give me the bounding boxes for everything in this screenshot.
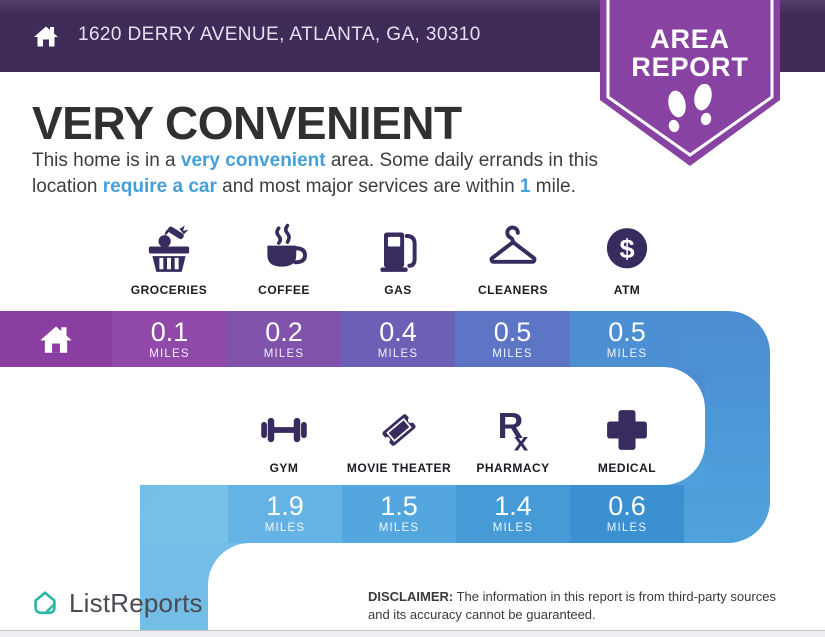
svg-text:x: x xyxy=(514,426,529,456)
distance-unit: MILES xyxy=(492,348,533,361)
poi-label: GAS xyxy=(384,283,412,297)
atm-icon: $ xyxy=(552,220,702,278)
distance-segment: 1.5 MILES xyxy=(342,485,456,543)
summary-highlight: very convenient xyxy=(180,150,326,171)
poi-medical: MEDICAL xyxy=(552,398,702,475)
distance-segment: 0.6 MILES xyxy=(570,485,684,543)
bottom-edge-strip xyxy=(0,630,825,637)
property-address: 1620 DERRY AVENUE, ATLANTA, GA, 30310 xyxy=(78,24,481,45)
badge-title-line2: REPORT xyxy=(631,52,749,82)
poi-label: GROCERIES xyxy=(130,283,208,297)
poi-panel-2 xyxy=(0,367,705,485)
distance-segment: 0.5 MILES xyxy=(570,311,684,367)
poi-label: COFFEE xyxy=(258,283,310,297)
svg-text:$: $ xyxy=(619,233,634,264)
distance-segment: 0.5 MILES xyxy=(455,311,570,367)
footprints-icon xyxy=(668,84,712,133)
distance-value: 0.1 xyxy=(150,317,189,347)
brand-logo: ListReports xyxy=(30,586,203,620)
summary-highlight: 1 xyxy=(519,176,531,198)
poi-movie-theater: MOVIE THEATER xyxy=(324,398,474,475)
poi-coffee: COFFEE xyxy=(209,220,359,297)
distance-value: 1.9 xyxy=(266,491,304,521)
poi-gym: GYM xyxy=(209,398,359,475)
distance-segment: 1.9 MILES xyxy=(228,485,342,543)
listreports-icon xyxy=(34,591,56,615)
brand-name: ListReports xyxy=(69,587,203,618)
ribbon-banner xyxy=(600,0,780,166)
distance-segment: 0.1 MILES xyxy=(112,311,227,367)
distance-unit: MILES xyxy=(264,522,306,535)
distance-value: 1.5 xyxy=(380,491,418,521)
home-segment xyxy=(0,311,112,367)
distance-unit: MILES xyxy=(606,348,648,361)
dumbbell-icon xyxy=(209,398,359,456)
gas-pump-icon xyxy=(323,220,473,278)
hanger-icon xyxy=(438,220,588,278)
poi-atm: $ ATM xyxy=(552,220,702,297)
poi-cleaners: CLEANERS xyxy=(438,220,588,297)
distance-value: 1.4 xyxy=(494,491,532,521)
path-turn-segment xyxy=(140,485,228,543)
distance-value: 0.5 xyxy=(493,317,532,347)
distance-value: 0.6 xyxy=(608,491,646,521)
summary-part: This home is in a xyxy=(32,150,181,171)
disclaimer-text: DISCLAIMER: The information in this repo… xyxy=(368,588,798,624)
svg-text:R: R xyxy=(498,406,524,446)
distance-value: 0.5 xyxy=(608,317,646,347)
poi-label: GYM xyxy=(269,461,299,475)
poi-label: MOVIE THEATER xyxy=(346,461,452,475)
home-icon xyxy=(34,26,58,47)
badge-title-line1: AREA xyxy=(650,24,730,54)
poi-pharmacy: R x PHARMACY xyxy=(438,398,588,475)
poi-label: PHARMACY xyxy=(476,461,550,475)
summary-part: area. Some daily errands in this locatio… xyxy=(32,150,599,198)
distance-unit: MILES xyxy=(149,348,190,361)
poi-gas: GAS xyxy=(323,220,473,297)
poi-label: ATM xyxy=(613,283,641,297)
summary-part: mile. xyxy=(530,176,576,198)
distance-segment: 1.4 MILES xyxy=(456,485,570,543)
summary-text: This home is in a very convenient area. … xyxy=(32,148,612,200)
distance-segment: 0.4 MILES xyxy=(341,311,455,367)
distance-unit: MILES xyxy=(378,522,420,535)
rx-icon: R x xyxy=(438,398,588,456)
distance-unit: MILES xyxy=(606,522,648,535)
page-title: VERY CONVENIENT xyxy=(32,97,462,149)
summary-highlight: require a car xyxy=(102,176,217,198)
disclaimer-panel: DISCLAIMER: The information in this repo… xyxy=(208,543,825,631)
distance-value: 0.4 xyxy=(379,317,417,347)
disclaimer-label: DISCLAIMER: xyxy=(368,589,454,604)
distance-unit: MILES xyxy=(492,522,534,535)
medical-cross-icon xyxy=(552,398,702,456)
distance-segment: 0.2 MILES xyxy=(227,311,341,367)
poi-groceries: GROCERIES xyxy=(94,220,244,297)
distance-value: 0.2 xyxy=(265,317,303,347)
distance-unit: MILES xyxy=(377,348,419,361)
disclaimer-body: The information in this report is from t… xyxy=(368,589,776,623)
coffee-icon xyxy=(209,220,359,278)
home-icon xyxy=(40,326,72,353)
movie-ticket-icon xyxy=(324,398,474,456)
summary-part: and most major services are within xyxy=(216,176,520,198)
distance-unit: MILES xyxy=(263,348,305,361)
area-report-badge: AREA REPORT xyxy=(600,0,780,172)
groceries-icon xyxy=(94,220,244,278)
poi-label: CLEANERS xyxy=(477,283,548,297)
poi-label: MEDICAL xyxy=(597,461,657,475)
